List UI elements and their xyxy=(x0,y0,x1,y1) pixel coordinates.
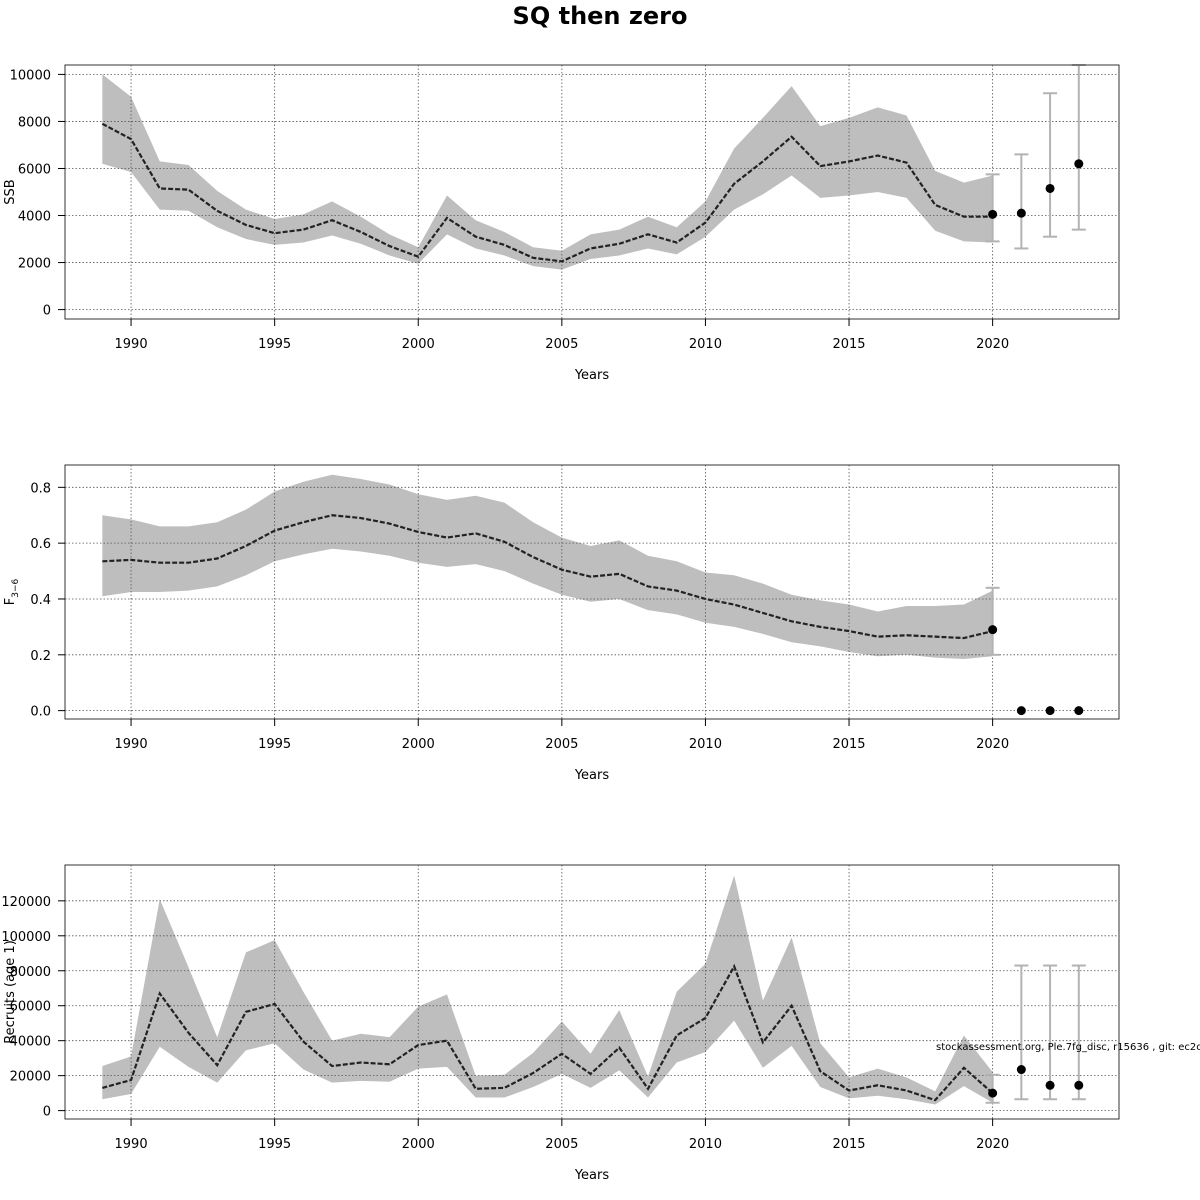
forecast-point xyxy=(988,209,998,219)
y-tick-label: 10000 xyxy=(10,68,51,83)
x-tick-label: 2020 xyxy=(976,737,1009,752)
x-tick-label: 2010 xyxy=(689,337,722,352)
x-axis-label: Years xyxy=(574,1168,610,1183)
x-axis-label: Years xyxy=(574,368,610,383)
y-tick-label: 0.8 xyxy=(30,481,51,496)
x-tick-label: 2005 xyxy=(545,337,578,352)
estimate-line xyxy=(102,514,993,640)
y-tick-label: 20000 xyxy=(10,1070,51,1085)
y-tick-label: 0 xyxy=(43,304,51,319)
x-tick-label: 2015 xyxy=(832,337,865,352)
y-axis-label: SSB xyxy=(3,179,18,204)
y-tick-label: 0.2 xyxy=(30,649,51,664)
plot-frame xyxy=(64,464,1120,720)
y-tick-label: 60000 xyxy=(10,1000,51,1015)
y-tick-label: 40000 xyxy=(10,1035,51,1050)
ssb-panel: 1990 1995 2000 2005 2010 2015 2020 0 2000 4000 600… xyxy=(3,64,1120,383)
x-tick-label: 2000 xyxy=(402,1137,435,1152)
y-axis-label: F3−6 xyxy=(3,578,21,605)
confidence-band xyxy=(102,875,993,1105)
x-tick-label: 1995 xyxy=(258,337,291,352)
forecast-point xyxy=(1074,1080,1084,1090)
forecast-point xyxy=(1045,706,1055,716)
y-axis-label-subscript: 3−6 xyxy=(11,578,21,597)
y-axis-label: Recruits (age 1) xyxy=(3,940,18,1044)
plot-frame xyxy=(64,864,1120,1120)
plot-frame xyxy=(64,64,1120,320)
estimate-line xyxy=(102,963,994,1102)
x-tick-label: 2005 xyxy=(545,1137,578,1152)
forecast-point xyxy=(1016,706,1026,716)
x-tick-label: 2010 xyxy=(689,1137,722,1152)
x-tick-label: 2005 xyxy=(545,737,578,752)
y-tick-label: 0 xyxy=(43,1105,51,1120)
x-tick-label: 2015 xyxy=(832,1137,865,1152)
forecast-point xyxy=(988,625,998,635)
x-tick-label: 2020 xyxy=(976,1137,1009,1152)
x-tick-label: 2010 xyxy=(689,737,722,752)
x-tick-label: 1990 xyxy=(115,737,148,752)
forecast-point xyxy=(1045,1080,1055,1090)
x-tick-label: 2020 xyxy=(976,337,1009,352)
confidence-band xyxy=(102,474,993,659)
y-tick-label: 8000 xyxy=(18,115,51,130)
forecast-point xyxy=(1045,183,1055,193)
x-tick-label: 2000 xyxy=(402,337,435,352)
y-tick-label: 4000 xyxy=(18,210,51,225)
credit-note: stockassessment.org, Ple.7fg_disc, r1563… xyxy=(936,1042,1200,1053)
recruitment-panel: 1990 1995 2000 2005 2010 2015 2020 0 20000 40000 6… xyxy=(1,864,1120,1183)
estimate-line xyxy=(101,122,993,263)
forecast-point xyxy=(1016,208,1026,218)
x-axis-label: Years xyxy=(574,768,610,783)
fishing-mortality-panel: 1990 1995 2000 2005 2010 2015 2020 0.0 0.2 0.4 0.6… xyxy=(3,464,1120,783)
x-tick-label: 1990 xyxy=(115,337,148,352)
forecast-point xyxy=(1016,1065,1026,1075)
y-tick-label: 100000 xyxy=(1,930,51,945)
forecast-point xyxy=(1074,159,1084,169)
forecast-point xyxy=(1074,706,1084,716)
y-tick-label: 0.0 xyxy=(30,705,51,720)
y-tick-label: 6000 xyxy=(18,162,51,177)
x-tick-label: 1995 xyxy=(258,737,291,752)
x-tick-label: 2000 xyxy=(402,737,435,752)
x-tick-label: 1995 xyxy=(258,1137,291,1152)
x-tick-label: 1990 xyxy=(115,1137,148,1152)
figure-title: SQ then zero xyxy=(513,2,688,30)
y-tick-label: 80000 xyxy=(10,965,51,980)
forecast-point xyxy=(988,1088,998,1098)
confidence-band xyxy=(102,74,993,270)
x-tick-label: 2015 xyxy=(832,737,865,752)
y-tick-label: 0.4 xyxy=(30,593,51,608)
y-tick-label: 0.6 xyxy=(30,537,51,552)
y-tick-label: 2000 xyxy=(18,257,51,272)
y-tick-label: 120000 xyxy=(1,895,51,910)
